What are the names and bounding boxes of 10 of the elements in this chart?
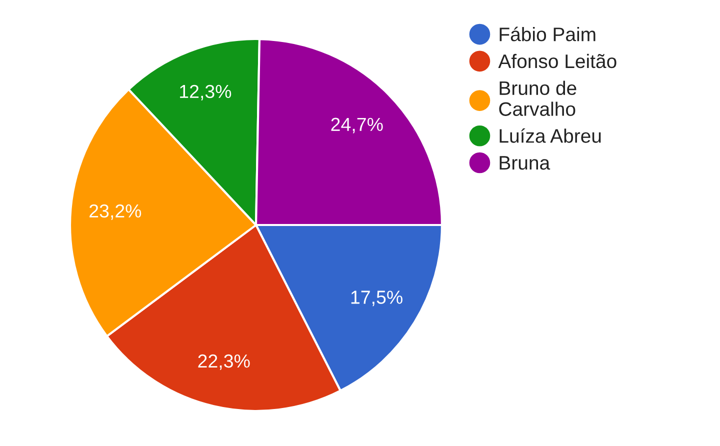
legend-label: Afonso Leitão [498, 54, 616, 68]
legend-label: Fábio Paim [500, 26, 596, 42]
legend-label: Bruna [500, 156, 550, 170]
data-label: 12,3% [180, 84, 232, 100]
data-label: 24,7% [331, 118, 383, 134]
data-label: 17,5% [351, 290, 402, 306]
data-label: 23,2% [90, 204, 142, 220]
legend-label: Luíza Abreu [500, 128, 601, 143]
legend-label: Bruno de Carvalho [499, 80, 576, 116]
data-label: 22,3% [198, 354, 250, 370]
